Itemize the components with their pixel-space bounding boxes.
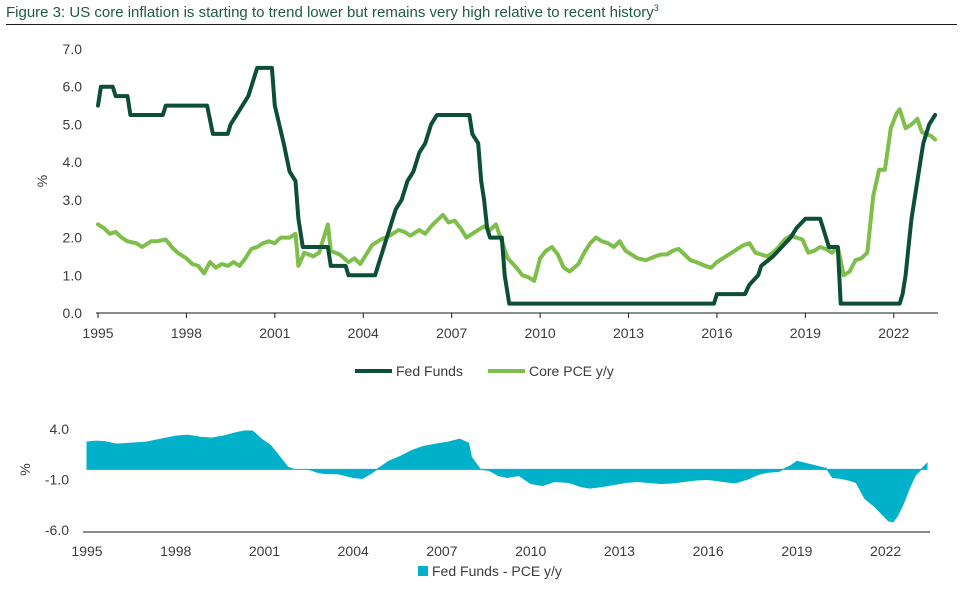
top-y-tick-label: 3.0 (63, 192, 83, 208)
bottom-x-tick-label: 2019 (781, 543, 812, 559)
top-y-tick-label: 0.0 (63, 305, 83, 321)
top-y-tick-label: 7.0 (63, 41, 83, 57)
bottom-x-tick-label: 2010 (515, 543, 546, 559)
top-x-tick-label: 1998 (171, 325, 202, 341)
figure-title-text: Figure 3: US core inflation is starting … (6, 4, 654, 21)
bottom-series-area (86, 430, 928, 523)
bottom-x-tick-label: 2004 (338, 543, 369, 559)
top-y-tick-label: 1.0 (63, 267, 83, 283)
bottom-x-axis-ticks: 1995 1998 2001 2004 2007 2010 2013 2016 2019 2022 (71, 543, 901, 559)
figure-title: Figure 3: US core inflation is starting … (6, 3, 659, 21)
bottom-y-tick-label: -1.0 (45, 472, 69, 488)
bottom-x-tick-label: 2016 (693, 543, 724, 559)
top-legend: Fed Funds Core PCE y/y (355, 363, 614, 379)
top-y-axis-label: % (34, 175, 50, 187)
top-y-tick-label: 6.0 (63, 79, 83, 95)
bottom-x-tick-label: 1995 (71, 543, 102, 559)
title-footnote: 3 (653, 3, 659, 13)
bottom-y-axis-ticks: 4.0 -1.0 -6.0 (45, 421, 69, 538)
top-y-tick-label: 2.0 (63, 230, 83, 246)
top-x-axis-ticks: 1995 1998 2001 2004 2007 2010 2013 2016 2019 2022 (82, 313, 910, 341)
bottom-x-tick-label: 2001 (249, 543, 280, 559)
title-rule (6, 24, 957, 25)
spread-area (86, 430, 928, 523)
top-x-tick-label: 2007 (436, 325, 467, 341)
top-series-lines (96, 65, 938, 306)
bottom-y-tick-label: -6.0 (45, 522, 69, 538)
spread-legend-swatch (418, 566, 428, 576)
fed-funds-line (96, 65, 938, 306)
fed-funds-legend-label: Fed Funds (396, 363, 463, 379)
bottom-x-tick-label: 1998 (160, 543, 191, 559)
top-line-chart: 0.0 1.0 2.0 3.0 4.0 5.0 6.0 7.0 1995 1998 2001 200… (34, 41, 938, 379)
bottom-x-tick-label: 2013 (604, 543, 635, 559)
top-x-tick-label: 2019 (790, 325, 821, 341)
bottom-x-tick-label: 2007 (426, 543, 457, 559)
top-y-tick-label: 4.0 (63, 154, 83, 170)
top-x-tick-label: 2010 (525, 325, 556, 341)
bottom-y-tick-label: 4.0 (50, 421, 70, 437)
top-x-tick-label: 2022 (878, 325, 909, 341)
top-x-tick-label: 2001 (259, 325, 290, 341)
top-x-tick-label: 2004 (348, 325, 379, 341)
top-x-tick-label: 1995 (82, 325, 113, 341)
bottom-area-chart: 4.0 -1.0 -6.0 1995 1998 2001 2004 2007 2010 2013… (17, 421, 930, 579)
bottom-legend: Fed Funds - PCE y/y (418, 563, 562, 579)
top-x-tick-label: 2016 (701, 325, 732, 341)
top-y-tick-label: 5.0 (63, 116, 83, 132)
core-pce-y-y-legend-label: Core PCE y/y (529, 363, 614, 379)
core-pce-y-y-line (96, 107, 938, 283)
top-y-axis-ticks: 0.0 1.0 2.0 3.0 4.0 5.0 6.0 7.0 (63, 41, 83, 321)
spread-legend-label: Fed Funds - PCE y/y (432, 563, 562, 579)
bottom-y-axis-label: % (17, 463, 33, 475)
bottom-x-tick-label: 2022 (870, 543, 901, 559)
top-x-tick-label: 2013 (613, 325, 644, 341)
